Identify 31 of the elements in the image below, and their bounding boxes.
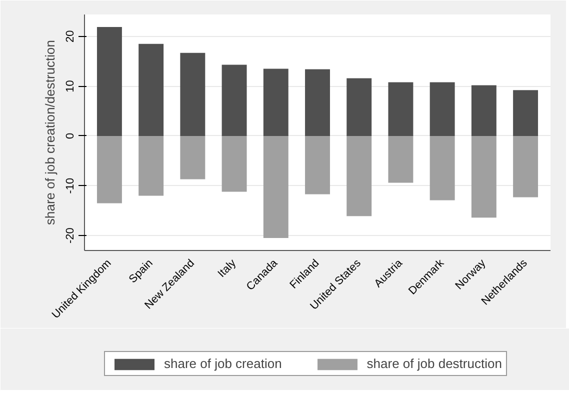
bar [305, 136, 330, 194]
y-tick-label: 0 [64, 132, 76, 140]
bar [263, 136, 288, 238]
bar [263, 68, 288, 136]
bar [96, 26, 122, 136]
y-tick-label: 20 [64, 30, 76, 43]
y-tick-label: 10 [64, 80, 76, 92]
bar [96, 136, 122, 204]
bar [138, 44, 164, 136]
legend-label: share of job destruction [366, 356, 502, 371]
bar [513, 90, 538, 136]
bar [138, 136, 164, 196]
bar [346, 136, 372, 216]
bar [180, 52, 206, 136]
bar [305, 69, 330, 136]
bar [388, 136, 414, 183]
bar [222, 64, 247, 136]
bar [346, 78, 372, 136]
legend-label: share of job creation [164, 356, 282, 371]
bar [388, 82, 414, 136]
y-tick-label: -20 [64, 228, 76, 244]
y-axis-title: share of job creation/destruction [42, 40, 58, 225]
bar [430, 136, 455, 200]
bar [222, 136, 247, 192]
x-tick-label: Italy [216, 256, 239, 280]
bar [513, 136, 538, 198]
y-tick-label: -10 [64, 178, 76, 194]
bar [471, 136, 496, 218]
bar [471, 85, 496, 136]
bar [430, 82, 455, 136]
bar [180, 136, 206, 180]
